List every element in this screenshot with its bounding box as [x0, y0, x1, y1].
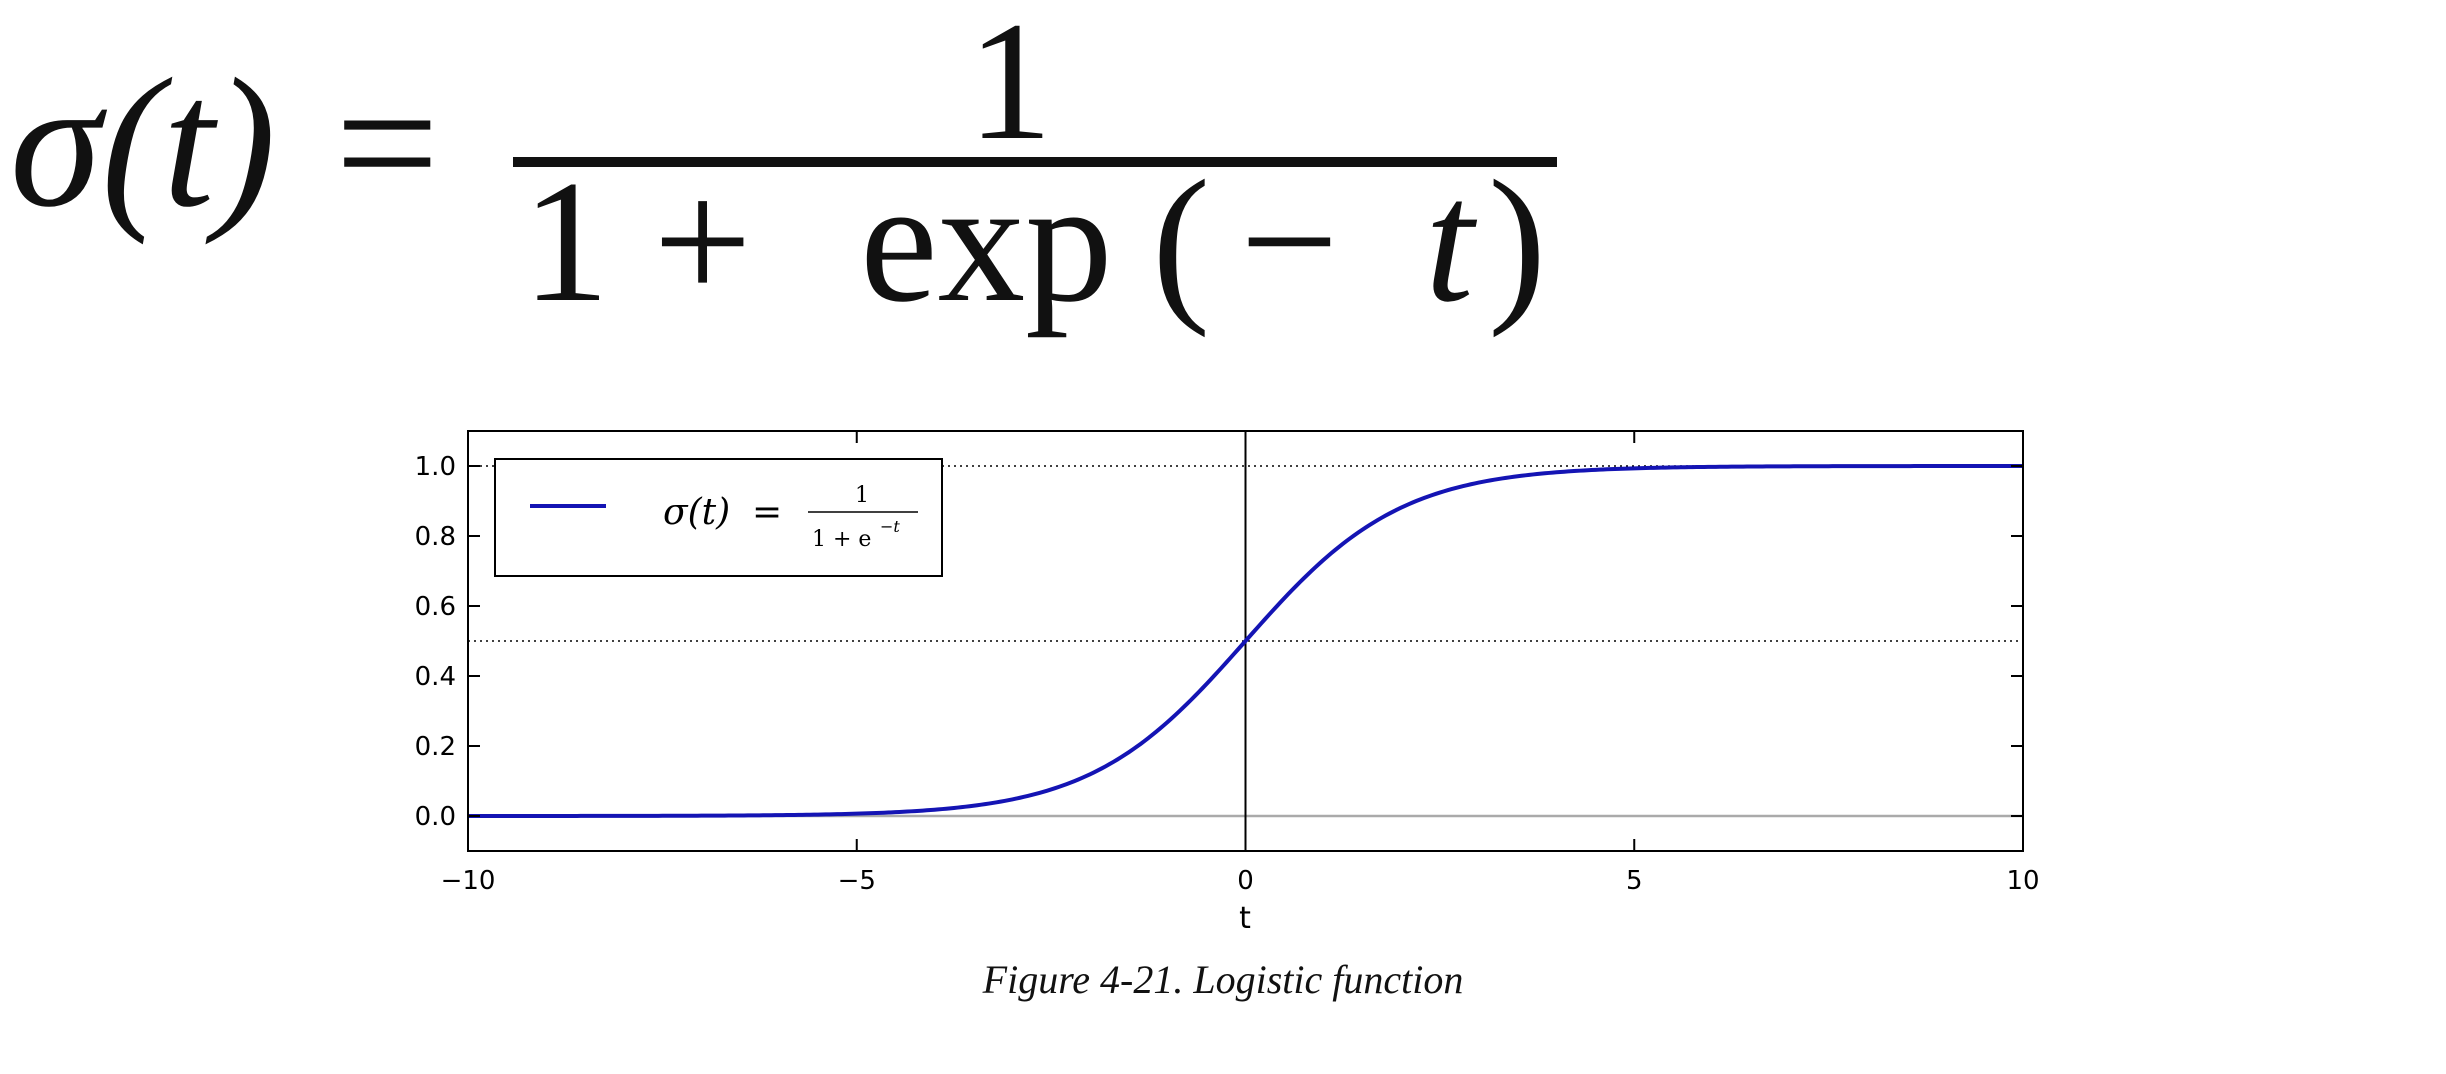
axis-ticks [467, 431, 2024, 851]
y-tick-label-3: 0.6 [415, 592, 456, 622]
legend-numerator: 1 [855, 483, 869, 508]
formula-equals: = [335, 41, 439, 246]
formula-denominator-fn: exp [860, 144, 1113, 338]
x-tick-label-2: 0 [1237, 866, 1254, 896]
formula-lhs: σ(t) [10, 41, 276, 246]
formula-numerator: 1 [968, 0, 1053, 175]
y-tick-label-2: 0.4 [415, 662, 456, 692]
x-tick-label-1: −5 [838, 866, 876, 896]
x-tick-label-4: 10 [2006, 866, 2039, 896]
formula-denominator-lead: 1 + [522, 144, 752, 338]
series-line-0 [468, 464, 2023, 818]
y-tick-label-5: 1.0 [415, 452, 456, 482]
figure-caption: Figure 4-21. Logistic function [982, 957, 1464, 1002]
x-tick-label-0: −10 [441, 866, 496, 896]
y-tick-label-4: 0.8 [415, 522, 456, 552]
formula-arg-var: t [1425, 144, 1478, 338]
formula-arg-open: ( [1152, 144, 1210, 338]
y-tick-label-0: 0.0 [415, 802, 456, 832]
formula-arg-close: ) [1488, 144, 1546, 338]
logistic-formula: σ(t) = 1 1 + exp ( − t ) [10, 0, 1557, 338]
x-tick-label-3: 5 [1626, 866, 1643, 896]
legend-exponent: −t [880, 517, 900, 536]
x-axis-label: t [1239, 901, 1251, 936]
logistic-chart: −10 −5 0 5 10 0.0 0.2 0.4 0.6 0.8 1.0 t σ(t) = 1 1… [415, 430, 2040, 936]
legend-box [494, 458, 943, 577]
formula-arg-minus: − [1240, 144, 1339, 338]
legend-denominator: 1 + e [812, 527, 871, 552]
y-tick-label-1: 0.2 [415, 732, 456, 762]
axis-tick-labels: −10 −5 0 5 10 0.0 0.2 0.4 0.6 0.8 1.0 [415, 452, 2040, 896]
legend: σ(t) = 1 1 + e −t [494, 458, 943, 577]
legend-equals: = [752, 492, 782, 533]
series-layer [468, 464, 2023, 818]
legend-lhs: σ(t) [663, 492, 730, 533]
